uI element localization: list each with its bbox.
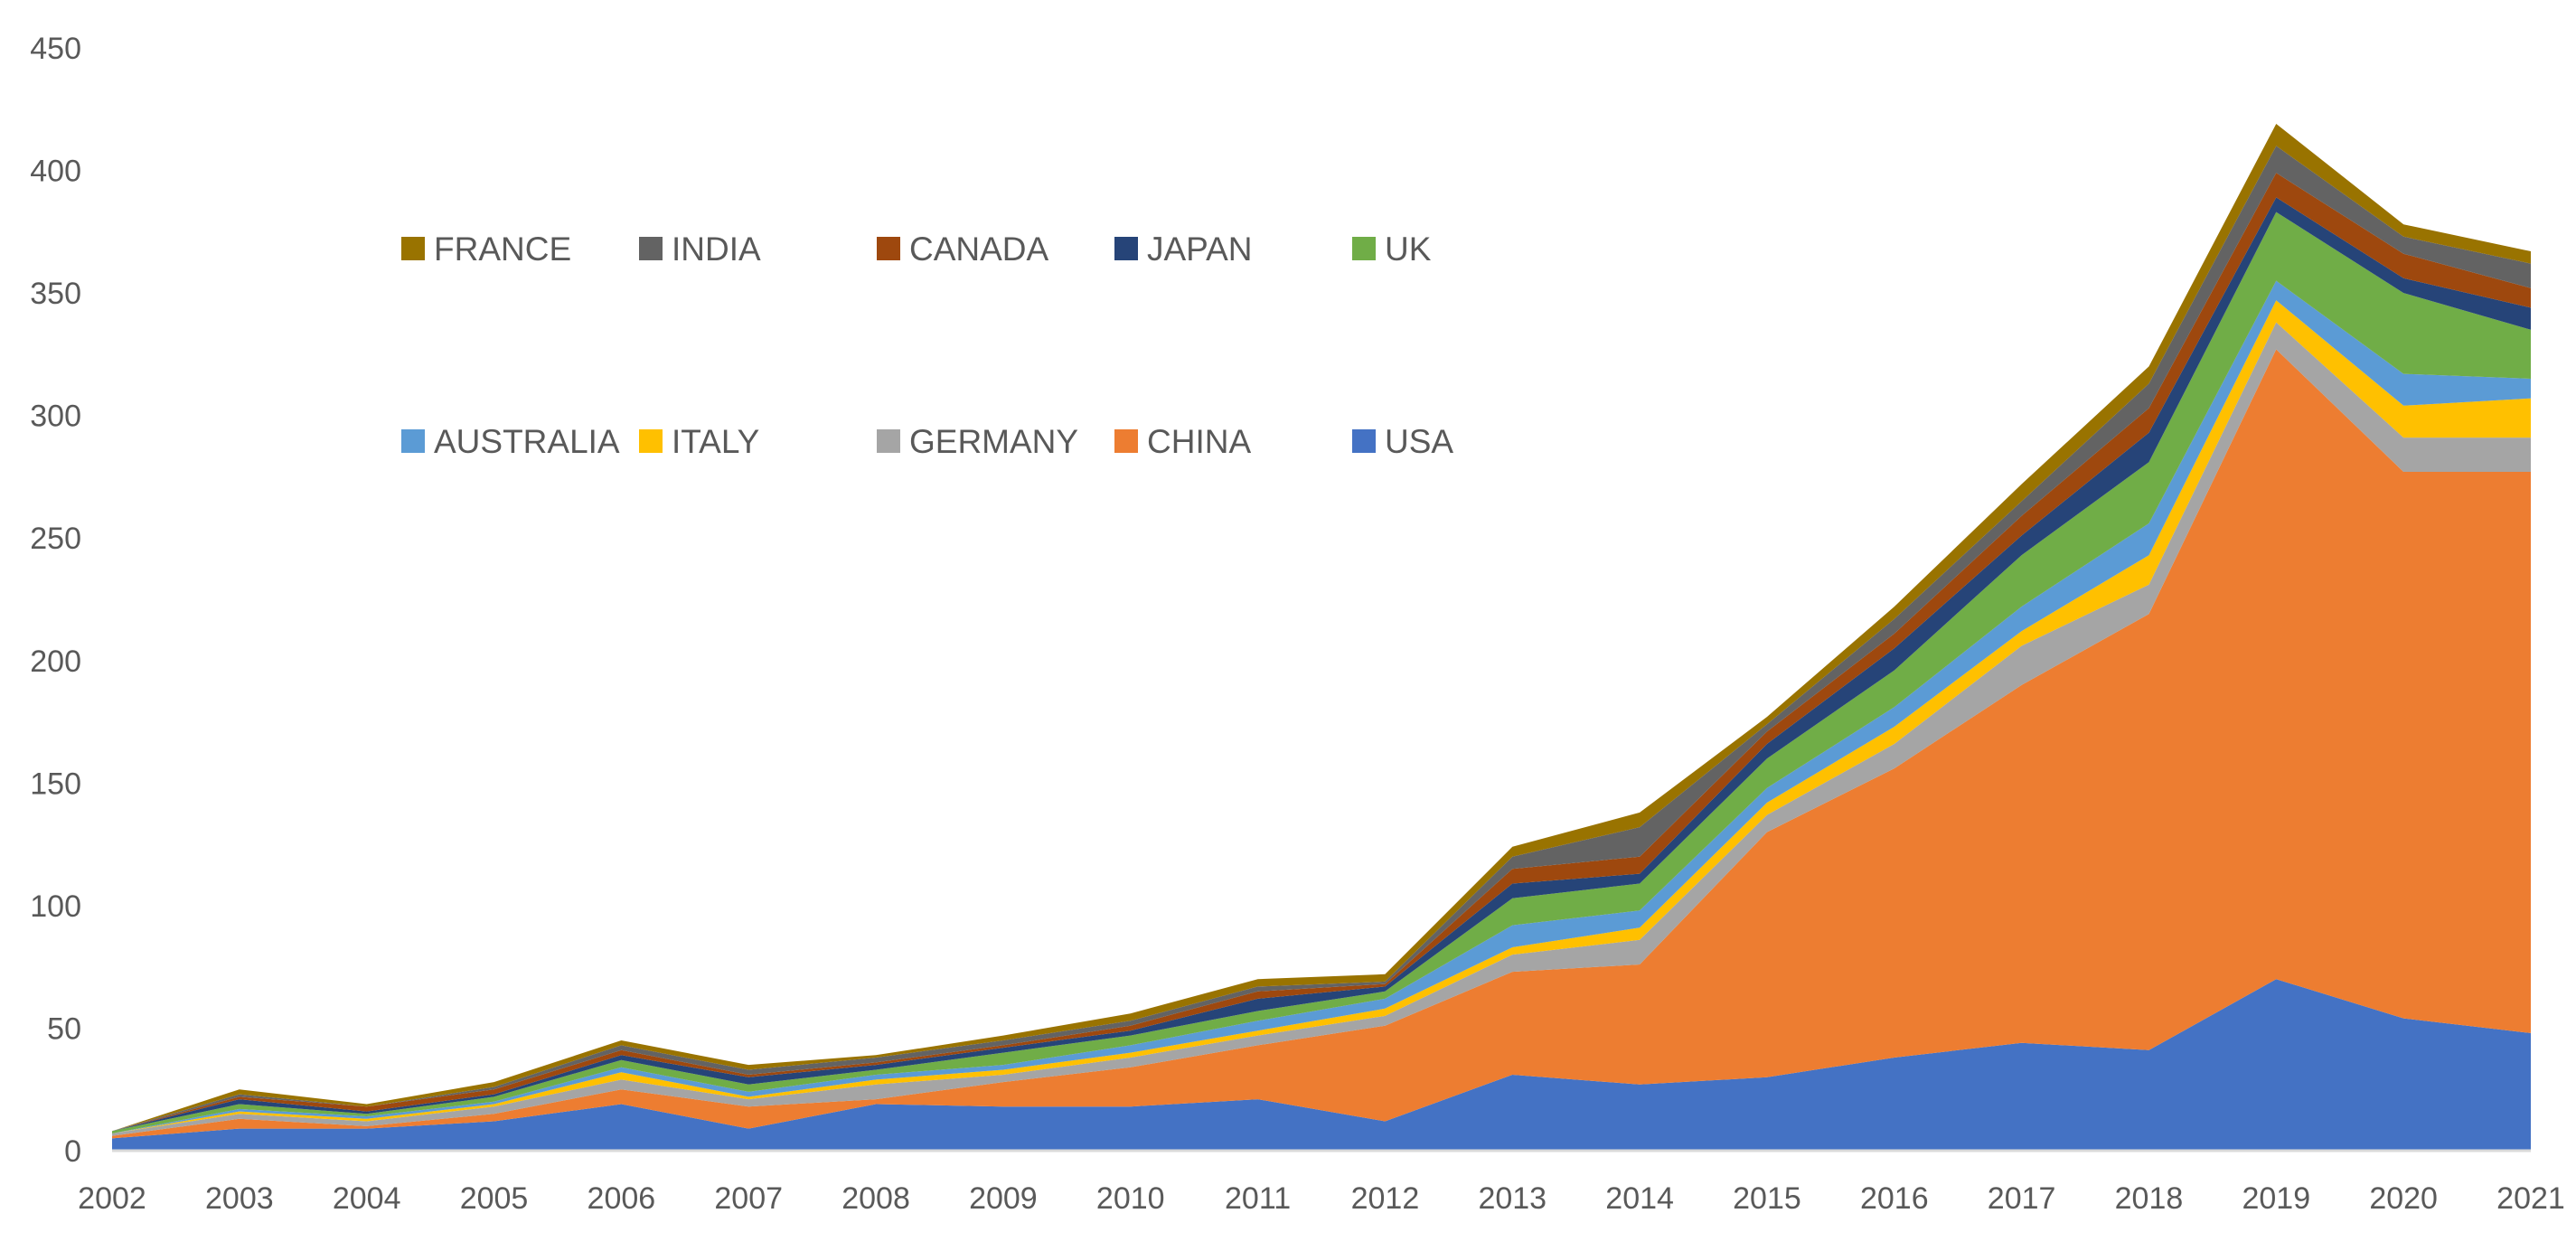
- y-tick-label-450: 450: [30, 32, 81, 66]
- y-tick-label-100: 100: [30, 889, 81, 924]
- x-tick-label-2015: 2015: [1733, 1181, 1801, 1216]
- legend-item-china: CHINA: [1114, 423, 1251, 460]
- legend-label-usa: USA: [1385, 423, 1453, 460]
- legend-swatch-germany: [877, 429, 900, 453]
- x-tick-label-2018: 2018: [2115, 1181, 2184, 1216]
- x-tick-label-2020: 2020: [2369, 1181, 2438, 1216]
- y-tick-label-400: 400: [30, 155, 81, 189]
- legend-label-australia: AUSTRALIA: [434, 423, 620, 460]
- legend-swatch-usa: [1352, 429, 1376, 453]
- legend-label-india: INDIA: [672, 230, 761, 268]
- x-tick-label-2013: 2013: [1478, 1181, 1547, 1216]
- x-tick-label-2005: 2005: [460, 1181, 529, 1216]
- legend-item-japan: JAPAN: [1114, 230, 1253, 268]
- legend-label-italy: ITALY: [672, 423, 759, 460]
- legend-label-canada: CANADA: [909, 230, 1049, 268]
- x-tick-label-2017: 2017: [1988, 1181, 2056, 1216]
- legend-label-uk: UK: [1385, 230, 1432, 268]
- x-tick-label-2003: 2003: [205, 1181, 274, 1216]
- x-tick-label-2010: 2010: [1096, 1181, 1165, 1216]
- y-tick-label-50: 50: [47, 1011, 81, 1046]
- legend-item-uk: UK: [1352, 230, 1432, 268]
- legend-swatch-canada: [877, 237, 900, 260]
- x-tick-label-2021: 2021: [2496, 1181, 2565, 1216]
- y-tick-label-300: 300: [30, 400, 81, 434]
- legend-swatch-uk: [1352, 237, 1376, 260]
- legend: FRANCE INDIA CANADA JAPAN UK AUSTRALIA ITALY GE…: [401, 230, 1453, 460]
- series-areas: [112, 124, 2531, 1151]
- legend-swatch-australia: [401, 429, 425, 453]
- legend-item-australia: AUSTRALIA: [401, 423, 620, 460]
- legend-label-japan: JAPAN: [1147, 230, 1253, 268]
- x-tick-label-2007: 2007: [714, 1181, 783, 1216]
- legend-item-usa: USA: [1352, 423, 1453, 460]
- legend-swatch-japan: [1114, 237, 1138, 260]
- legend-label-germany: GERMANY: [909, 423, 1078, 460]
- x-tick-label-2008: 2008: [841, 1181, 910, 1216]
- legend-item-india: INDIA: [639, 230, 761, 268]
- x-tick-label-2019: 2019: [2242, 1181, 2310, 1216]
- x-tick-label-2012: 2012: [1351, 1181, 1420, 1216]
- y-tick-label-250: 250: [30, 522, 81, 556]
- legend-swatch-china: [1114, 429, 1138, 453]
- legend-label-france: FRANCE: [434, 230, 571, 268]
- legend-swatch-italy: [639, 429, 663, 453]
- x-tick-label-2016: 2016: [1860, 1181, 1929, 1216]
- area-usa: [112, 979, 2531, 1151]
- y-tick-label-0: 0: [64, 1134, 81, 1169]
- legend-item-france: FRANCE: [401, 230, 571, 268]
- y-tick-label-150: 150: [30, 767, 81, 801]
- axes: 0 50 100 150 200 250 300 350 400 450 2002 2003 2004 2…: [30, 32, 2565, 1216]
- x-tick-label-2014: 2014: [1605, 1181, 1674, 1216]
- x-tick-label-2006: 2006: [588, 1181, 656, 1216]
- legend-item-italy: ITALY: [639, 423, 759, 460]
- area-china: [112, 349, 2531, 1139]
- x-tick-label-2011: 2011: [1225, 1181, 1291, 1216]
- y-tick-label-350: 350: [30, 277, 81, 311]
- y-tick-label-200: 200: [30, 644, 81, 679]
- legend-swatch-india: [639, 237, 663, 260]
- legend-item-canada: CANADA: [877, 230, 1049, 268]
- x-tick-label-2009: 2009: [969, 1181, 1038, 1216]
- legend-label-china: CHINA: [1147, 423, 1251, 460]
- x-tick-label-2004: 2004: [333, 1181, 401, 1216]
- legend-swatch-france: [401, 237, 425, 260]
- legend-item-germany: GERMANY: [877, 423, 1078, 460]
- x-tick-label-2002: 2002: [78, 1181, 146, 1216]
